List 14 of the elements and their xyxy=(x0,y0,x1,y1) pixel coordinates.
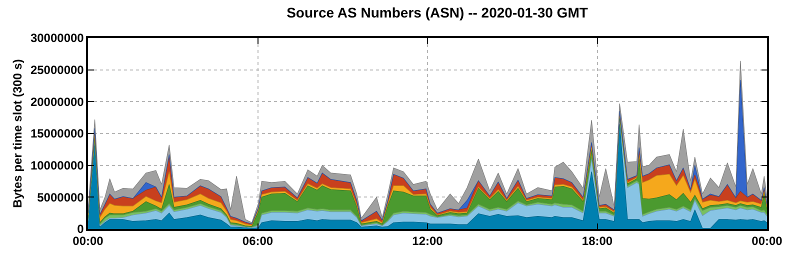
y-tick-label: 15000000 xyxy=(30,126,84,141)
y-tick-label: 25000000 xyxy=(30,63,84,78)
y-tick-label: 20000000 xyxy=(30,94,84,109)
x-tick-label: 18:00 xyxy=(582,234,613,248)
x-tick-label: 00:00 xyxy=(752,234,783,248)
chart-title: Source AS Numbers (ASN) -- 2020-01-30 GMT xyxy=(286,4,588,21)
y-tick-label: 0 xyxy=(77,222,84,236)
y-tick-label: 30000000 xyxy=(30,31,84,46)
x-tick-label: 06:00 xyxy=(242,234,274,248)
x-tick-label: 12:00 xyxy=(412,234,444,248)
x-tick-label: 00:00 xyxy=(72,234,104,248)
y-tick-label: 5000000 xyxy=(37,190,84,204)
y-tick-label: 10000000 xyxy=(30,158,84,173)
y-axis-title: Bytes per time slot (300 s) xyxy=(10,59,24,208)
